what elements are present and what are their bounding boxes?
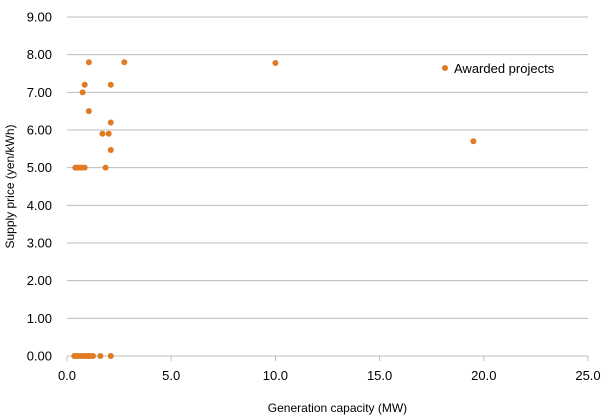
x-tick-label: 25.0 — [575, 368, 600, 383]
y-tick-label: 9.00 — [27, 10, 52, 25]
data-point — [107, 119, 114, 126]
x-tick-label: 5.0 — [162, 368, 180, 383]
y-tick-label: 5.00 — [27, 160, 52, 175]
legend: Awarded projects — [442, 61, 555, 76]
x-tick-label: 10.0 — [263, 368, 288, 383]
x-axis-title: Generation capacity (MW) — [268, 401, 407, 415]
data-point — [107, 81, 114, 88]
data-point — [107, 353, 114, 359]
y-axis-title: Supply price (yen/kWh) — [3, 124, 17, 248]
x-tick-label: 0.0 — [58, 368, 76, 383]
y-tick-label: 2.00 — [27, 273, 52, 288]
x-tick-label: 15.0 — [367, 368, 392, 383]
data-points — [71, 59, 477, 359]
legend-marker — [442, 65, 448, 71]
data-point — [105, 130, 112, 137]
axes — [66, 355, 589, 361]
y-tick-label: 8.00 — [27, 47, 52, 62]
data-point — [90, 353, 97, 359]
y-tick-label: 0.00 — [27, 349, 52, 364]
y-tick-label: 7.00 — [27, 85, 52, 100]
data-point — [81, 164, 88, 171]
y-tick-label: 1.00 — [27, 311, 52, 326]
data-point — [85, 59, 92, 66]
data-point — [79, 89, 86, 96]
data-point — [272, 59, 279, 66]
data-point — [97, 353, 104, 359]
x-axis-tick-labels: 0.0 5.0 10.0 15.0 20.0 25.0 — [58, 368, 601, 383]
data-point — [107, 146, 114, 153]
gridlines — [67, 16, 588, 319]
data-point — [85, 108, 92, 115]
y-tick-label: 3.00 — [27, 236, 52, 251]
data-point — [81, 81, 88, 88]
y-axis-tick-labels: 0.00 1.00 2.00 3.00 4.00 5.00 6.00 7.00 8.00 9.00 — [27, 10, 52, 364]
data-point — [470, 138, 477, 145]
data-point — [102, 164, 109, 171]
legend-label: Awarded projects — [454, 61, 555, 76]
data-point — [99, 130, 106, 137]
data-point — [121, 59, 128, 66]
y-tick-label: 4.00 — [27, 198, 52, 213]
x-tick-label: 20.0 — [471, 368, 496, 383]
y-tick-label: 6.00 — [27, 123, 52, 138]
